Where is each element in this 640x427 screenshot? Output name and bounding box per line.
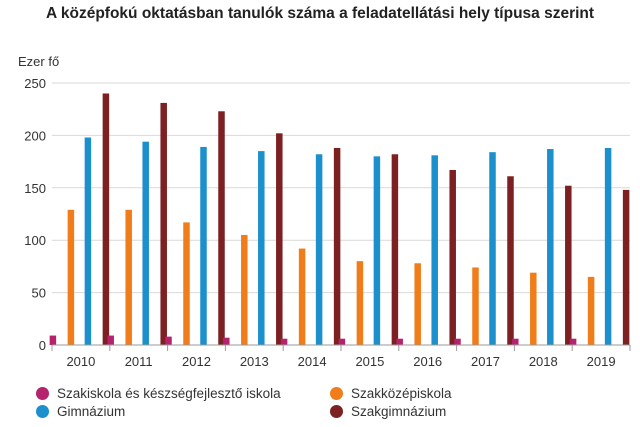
bar xyxy=(315,154,323,345)
axes: 0 50 100 150 200 250 2010 2011 2012 2013 2014 2015 2… xyxy=(24,76,631,369)
bar xyxy=(102,93,110,345)
bar xyxy=(507,176,514,345)
legend-marker xyxy=(330,387,343,400)
x-tick-label: 2011 xyxy=(125,354,153,369)
legend-item: Szakgimnázium xyxy=(330,404,446,419)
bar xyxy=(183,222,190,345)
y-tick-label: 250 xyxy=(24,76,46,91)
x-tick-label: 2013 xyxy=(240,354,269,369)
bar xyxy=(431,155,438,345)
bar xyxy=(218,111,225,346)
legend-label: Szakgimnázium xyxy=(351,404,447,419)
bar xyxy=(200,146,207,345)
legend-label: Szakközépiskola xyxy=(351,386,452,401)
bar xyxy=(565,185,572,345)
bar xyxy=(373,156,381,345)
bar xyxy=(160,102,167,345)
bar xyxy=(125,209,132,345)
x-tick-label: 2018 xyxy=(529,354,558,369)
legend-marker xyxy=(36,387,49,400)
bar xyxy=(298,248,306,345)
x-tick-label: 2014 xyxy=(298,354,327,369)
legend-marker xyxy=(36,405,49,418)
legend-item: Szakközépiskola xyxy=(330,386,452,401)
y-tick-label: 100 xyxy=(24,233,46,248)
bars xyxy=(49,93,630,346)
bar xyxy=(530,272,537,345)
legend-label: Szakiskola és készségfejlesztő iskola xyxy=(57,386,281,401)
y-axis-label: Ezer fő xyxy=(18,54,59,69)
x-tick-label: 2010 xyxy=(66,354,95,369)
y-tick-label: 200 xyxy=(24,128,46,143)
x-tick-label: 2016 xyxy=(413,354,442,369)
x-tick-label: 2019 xyxy=(587,354,616,369)
bar xyxy=(604,147,612,345)
bar xyxy=(223,337,230,345)
bar xyxy=(280,338,288,345)
bar xyxy=(547,149,554,345)
bar xyxy=(338,338,346,345)
y-tick-label: 150 xyxy=(24,181,46,196)
bar xyxy=(107,335,114,345)
bar xyxy=(333,147,341,345)
bar xyxy=(454,338,461,345)
bar xyxy=(587,276,595,345)
legend-label: Gimnázium xyxy=(57,404,126,419)
bar xyxy=(414,263,421,345)
bar xyxy=(396,338,403,345)
x-tick-label: 2015 xyxy=(355,354,384,369)
x-tick-label: 2017 xyxy=(471,354,500,369)
bar xyxy=(356,261,364,345)
legend-marker xyxy=(330,405,343,418)
bar xyxy=(569,338,577,345)
bar xyxy=(449,169,456,345)
bar xyxy=(142,141,149,345)
grid-lines xyxy=(52,82,630,294)
bar xyxy=(276,133,283,345)
bar xyxy=(512,338,519,345)
bar xyxy=(49,335,57,345)
bar xyxy=(472,267,479,345)
bar xyxy=(84,137,92,345)
bar xyxy=(165,336,172,345)
bar xyxy=(67,209,75,345)
bar xyxy=(241,234,248,345)
legend-item: Gimnázium xyxy=(36,404,125,419)
bar xyxy=(258,151,265,345)
y-tick-label: 0 xyxy=(39,338,46,353)
chart-title: A középfokú oktatásban tanulók száma a f… xyxy=(45,5,595,22)
bar xyxy=(391,154,399,345)
y-tick-label: 50 xyxy=(32,286,46,301)
bar xyxy=(489,152,496,345)
bar xyxy=(622,189,630,345)
legend-item: Szakiskola és készségfejlesztő iskola xyxy=(36,386,281,401)
x-tick-label: 2012 xyxy=(182,354,211,369)
